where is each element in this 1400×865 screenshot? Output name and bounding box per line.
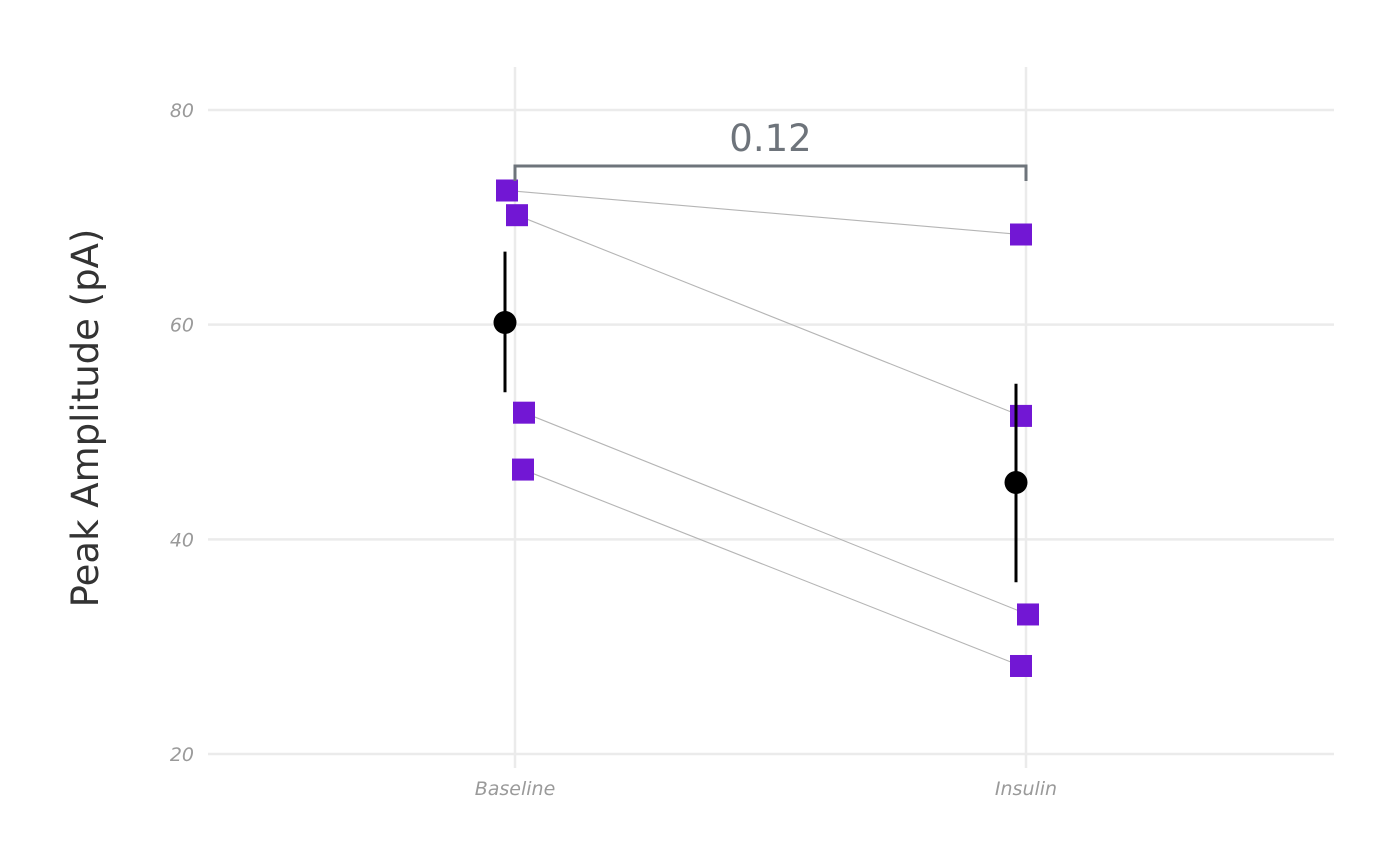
- grid: [208, 67, 1334, 768]
- p-value-label: 0.12: [729, 117, 811, 160]
- insulin-point: [1010, 654, 1032, 677]
- mean-point: [1004, 470, 1028, 494]
- y-tick-labels: 20 40 60 80: [170, 100, 194, 766]
- y-tick-label: 60: [170, 315, 194, 337]
- paired-line: [523, 412, 1029, 615]
- x-tick-labels: Baseline Insulin: [475, 778, 1057, 800]
- x-tick-label: Insulin: [995, 778, 1057, 800]
- baseline-point: [512, 458, 534, 481]
- paired-line: [516, 214, 1022, 417]
- y-tick-label: 80: [170, 100, 194, 122]
- x-tick-label: Baseline: [475, 778, 556, 800]
- paired-lines: [506, 189, 1029, 667]
- mean-point: [493, 311, 517, 335]
- paired-line: [506, 189, 1022, 236]
- paired-line: [522, 469, 1022, 667]
- subject-points: [496, 179, 1039, 677]
- insulin-point: [1010, 223, 1032, 246]
- insulin-point: [1010, 404, 1032, 427]
- bracket-line: [513, 164, 1028, 181]
- baseline-point: [513, 401, 535, 424]
- baseline-point: [496, 179, 518, 202]
- y-tick-label: 40: [170, 529, 194, 551]
- y-tick-label: 20: [170, 744, 194, 766]
- insulin-point: [1017, 603, 1039, 626]
- baseline-point: [506, 204, 528, 227]
- summary-points: [493, 251, 1028, 583]
- significance-bracket: 0.12: [513, 117, 1028, 181]
- y-axis-title: Peak Amplitude (pA): [64, 229, 107, 608]
